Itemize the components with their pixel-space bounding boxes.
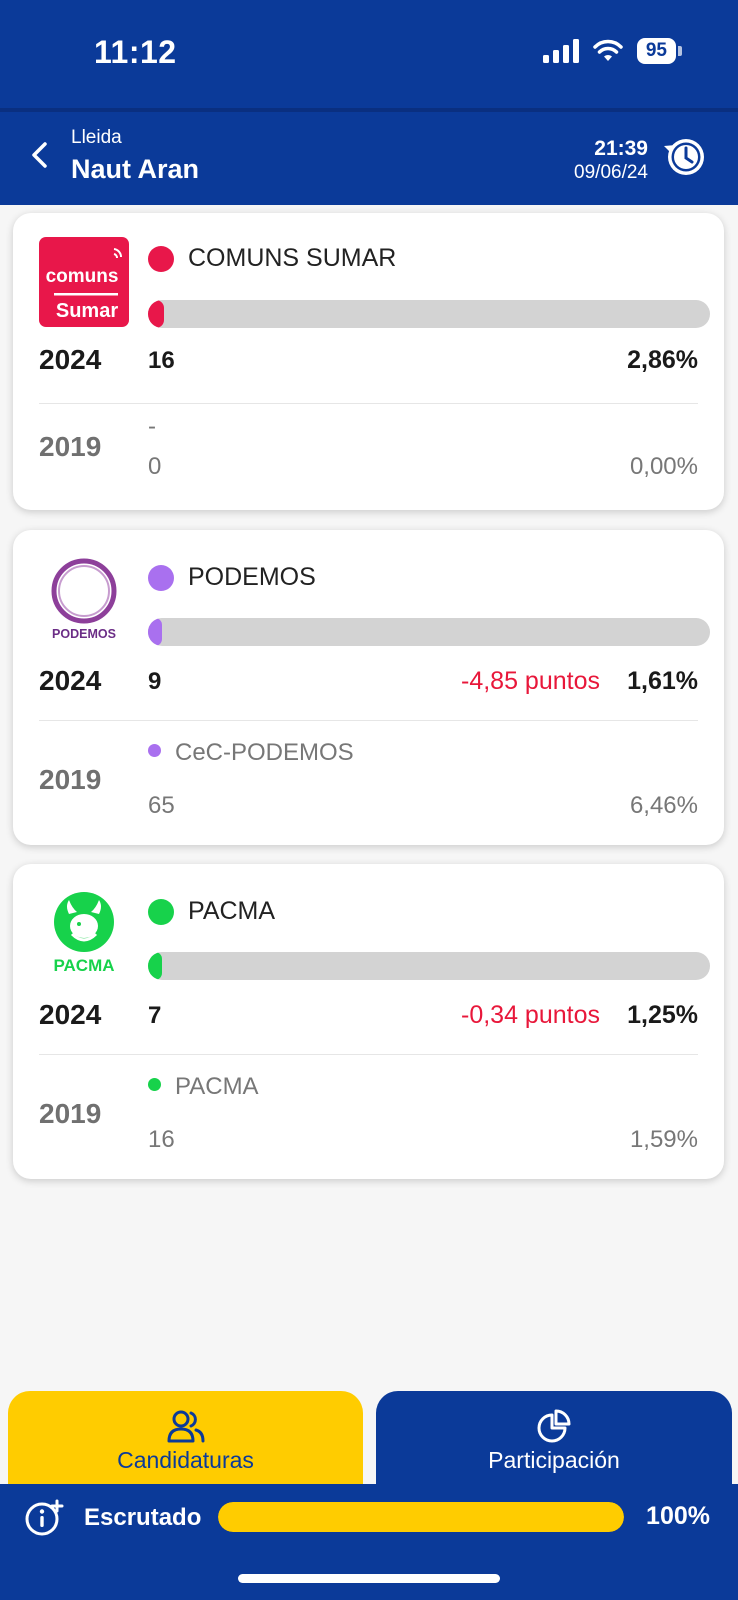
pacma-logo: PACMA: [53, 892, 115, 975]
previous-party-dot: [148, 1078, 161, 1092]
party-name: COMUNS SUMAR: [188, 244, 397, 272]
party-name: PODEMOS: [188, 563, 316, 591]
scrutiny-footer: Escrutado 100%: [0, 1484, 738, 1600]
tab-candidaturas[interactable]: Candidaturas: [8, 1391, 363, 1491]
scrutiny-progress-bar: [218, 1502, 624, 1532]
vote-share-bar: [148, 952, 710, 980]
tab-participacion-label: Participación: [488, 1447, 620, 1473]
percent-current: 2,86%: [627, 346, 698, 374]
status-time: 11:12: [94, 34, 177, 70]
year-previous: 2019: [39, 431, 102, 462]
scrutiny-label: Escrutado: [84, 1504, 202, 1531]
back-chevron-icon[interactable]: [26, 140, 56, 170]
year-current: 2024: [39, 344, 102, 375]
party-card-pacma[interactable]: PACMA PACMA 2024 7 -0,34 puntos 1,25% 20…: [13, 864, 724, 1179]
party-color-dot: [148, 246, 174, 272]
previous-party-label: PACMA: [175, 1073, 259, 1100]
votes-current: 16: [148, 347, 175, 374]
votes-current: 9: [148, 668, 162, 695]
percent-current: 1,61%: [627, 667, 698, 695]
year-previous: 2019: [39, 1098, 102, 1129]
party-color-dot: [148, 899, 174, 925]
party-card-podemos[interactable]: PODEMOS PODEMOS 2024 9 -4,85 puntos 1,61…: [13, 530, 724, 845]
pacma-logo-text: PACMA: [53, 956, 114, 975]
year-current: 2024: [39, 665, 102, 696]
vote-share-bar: [148, 618, 710, 646]
signal-icon: [542, 39, 579, 63]
percent-delta: -4,85 puntos: [461, 667, 600, 695]
scrutiny-progress-fill: [218, 1502, 624, 1532]
previous-party-dot: [148, 744, 161, 758]
info-plus-icon[interactable]: [24, 1499, 64, 1537]
people-icon: [167, 1410, 204, 1443]
status-icons: 95: [542, 38, 682, 64]
history-clock-icon[interactable]: [662, 134, 708, 180]
votes-previous: 65: [148, 792, 175, 819]
previous-party-name: CeC-PODEMOS: [148, 739, 354, 767]
percent-delta: -0,34 puntos: [461, 1001, 600, 1029]
region-name: Lleida: [71, 127, 122, 148]
vote-share-bar: [148, 300, 710, 328]
votes-previous: 16: [148, 1126, 175, 1153]
battery-level: 95: [636, 38, 676, 64]
app-header: 11:12 95 Lleida Naut Aran 21:39 09/06/24: [0, 0, 738, 205]
row-divider: [39, 720, 698, 721]
battery-nub: [678, 46, 682, 56]
vote-share-fill: [148, 952, 163, 980]
percent-current: 1,25%: [627, 1001, 698, 1029]
tab-participacion[interactable]: Participación: [376, 1391, 732, 1491]
comuns-sumar-logo: comuns Sumar: [39, 237, 129, 327]
previous-party-label: CeC-PODEMOS: [175, 739, 354, 766]
votes-current: 7: [148, 1002, 162, 1029]
home-indicator: [238, 1574, 500, 1583]
podemos-logo-text: PODEMOS: [52, 627, 116, 641]
update-time: 21:39: [594, 137, 648, 160]
podemos-logo: PODEMOS: [51, 558, 117, 641]
party-name: PACMA: [188, 897, 276, 925]
previous-party-name: -: [148, 413, 156, 440]
row-divider: [39, 403, 698, 404]
header-divider: [0, 108, 738, 112]
party-color-dot: [148, 565, 174, 591]
vote-share-fill: [148, 618, 163, 646]
year-current: 2024: [39, 999, 102, 1030]
vote-share-fill: [148, 300, 165, 328]
votes-previous: 0: [148, 453, 162, 480]
party-card-comuns-sumar[interactable]: comuns Sumar COMUNS SUMAR 2024 16 2,86% …: [13, 213, 724, 510]
sumar-logo-text: Sumar: [56, 300, 118, 322]
percent-previous: 1,59%: [629, 1126, 698, 1153]
previous-party-name: PACMA: [148, 1073, 259, 1101]
update-date: 09/06/24: [574, 162, 648, 183]
tab-candidaturas-label: Candidaturas: [117, 1447, 254, 1473]
place-title: Naut Aran: [71, 154, 200, 184]
year-previous: 2019: [39, 764, 102, 795]
comuns-logo-text: comuns: [46, 266, 119, 287]
pie-chart-icon: [537, 1409, 571, 1443]
percent-previous: 6,46%: [629, 792, 698, 819]
row-divider: [39, 1054, 698, 1055]
percent-previous: 0,00%: [629, 453, 698, 480]
wifi-icon: [593, 39, 623, 61]
scrutiny-percent: 100%: [646, 1502, 710, 1530]
